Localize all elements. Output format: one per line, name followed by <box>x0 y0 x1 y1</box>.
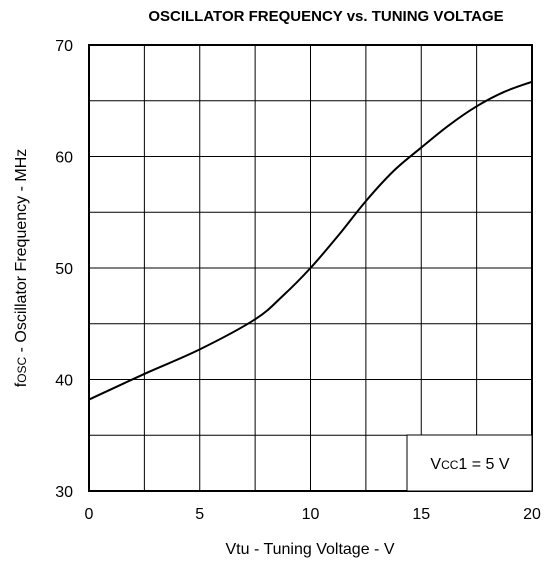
y-tick-label: 50 <box>55 261 73 278</box>
y-label-text: - Oscillator Frequency - MHz <box>13 149 30 357</box>
annotation-box <box>406 434 533 492</box>
y-tick-label: 40 <box>55 373 73 390</box>
y-axis-label: fOSC - Oscillator Frequency - MHz <box>13 149 30 388</box>
y-tick-label: 30 <box>55 484 73 501</box>
y-label-subscript: OSC <box>15 356 29 382</box>
annotation: VCC1 = 5 V <box>430 456 509 473</box>
plot-frame <box>88 44 533 492</box>
series-line <box>88 80 533 401</box>
x-tick-label: 0 <box>85 506 94 523</box>
x-axis-label: Vtu - Tuning Voltage - V <box>226 541 395 558</box>
annotation-symbol: V <box>430 456 441 473</box>
annotation-subscript: CC <box>441 458 459 472</box>
x-tick-label: 5 <box>195 506 204 523</box>
annotation-text: 1 = 5 V <box>458 456 509 473</box>
y-tick-label: 60 <box>55 150 73 167</box>
y-label-symbol: f <box>13 382 30 387</box>
x-tick-label: 20 <box>523 506 541 523</box>
x-tick-label: 10 <box>302 506 320 523</box>
x-tick-label: 15 <box>412 506 430 523</box>
chart-title: OSCILLATOR FREQUENCY vs. TUNING VOLTAGE <box>148 8 503 25</box>
y-tick-label: 70 <box>55 38 73 55</box>
